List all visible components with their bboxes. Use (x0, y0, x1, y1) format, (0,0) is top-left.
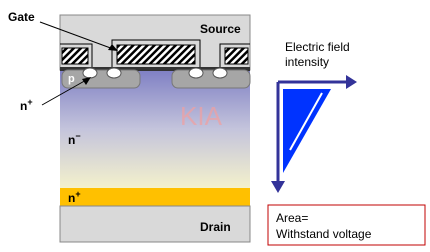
n-plus-label: n+ (20, 97, 33, 113)
n-sup: + (75, 189, 80, 199)
axes (276, 80, 354, 190)
n-base: n (68, 133, 75, 147)
n-drift (60, 70, 250, 188)
drain-region (59, 205, 251, 243)
source-label: Source (200, 22, 241, 36)
surface-line (60, 67, 250, 71)
field-title: Electric field (285, 40, 350, 54)
arrowhead (82, 77, 91, 85)
arrowhead (108, 44, 118, 51)
note-text: Withstand voltage (276, 227, 372, 241)
device (59, 14, 251, 243)
gate-label: Gate (8, 10, 35, 24)
p-label: p (68, 73, 75, 85)
note-box (267, 204, 426, 246)
arrow (39, 21, 117, 51)
n-base: n (68, 191, 75, 205)
n-minus-label: n− (68, 131, 81, 147)
highlight (289, 92, 323, 151)
gate-oxide (60, 39, 250, 67)
arrowhead (346, 75, 357, 89)
n-plus-layer (60, 188, 250, 206)
p-well (171, 69, 251, 89)
n-plus-bottom-label: n+ (68, 189, 81, 205)
field-title: intensity (285, 55, 329, 69)
n-sup: + (27, 97, 32, 107)
gate-poly (61, 47, 89, 65)
field-plot (271, 75, 357, 193)
gate-poly (116, 44, 196, 65)
field-triangle (283, 89, 331, 173)
n-plus-source (106, 67, 122, 79)
n-base: n (20, 99, 27, 113)
arrowhead (271, 181, 285, 193)
n-plus-source (188, 67, 204, 79)
n-sup: − (75, 131, 80, 141)
gate-poly (224, 47, 249, 65)
n-plus-source (212, 67, 228, 79)
drain-label: Drain (200, 220, 231, 234)
note-text: Area= (276, 211, 308, 225)
watermark: KIA (180, 101, 223, 131)
arrow (41, 78, 89, 106)
n-plus-source (82, 67, 98, 79)
